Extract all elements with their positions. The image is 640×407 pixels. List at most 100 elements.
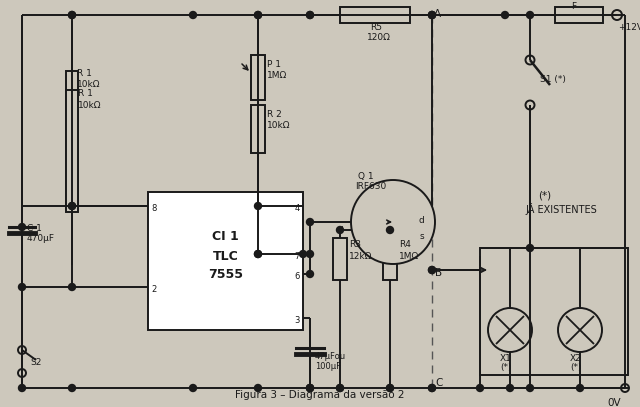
Text: C: C: [435, 378, 442, 388]
Circle shape: [189, 385, 196, 392]
Circle shape: [429, 267, 435, 274]
Circle shape: [387, 227, 394, 234]
Circle shape: [429, 11, 435, 18]
Text: 2: 2: [151, 285, 156, 294]
Text: X2: X2: [570, 354, 582, 363]
Circle shape: [307, 219, 314, 225]
Bar: [66, 90, 78, 212]
Circle shape: [68, 203, 76, 210]
Circle shape: [307, 385, 314, 392]
Circle shape: [351, 180, 435, 264]
Circle shape: [68, 203, 76, 210]
Text: (*): (*): [500, 363, 512, 372]
Circle shape: [527, 385, 534, 392]
Text: 12kΩ: 12kΩ: [349, 252, 372, 261]
Text: S1 (*): S1 (*): [540, 75, 566, 84]
Text: 3: 3: [294, 316, 300, 325]
Text: 47μFou: 47μFou: [315, 352, 346, 361]
Text: IRF630: IRF630: [355, 182, 387, 191]
Circle shape: [577, 385, 584, 392]
Bar: [251, 105, 265, 153]
Bar: [333, 238, 347, 280]
Circle shape: [429, 385, 435, 392]
Circle shape: [337, 385, 344, 392]
Circle shape: [307, 250, 314, 258]
Bar: [148, 192, 303, 330]
Circle shape: [307, 11, 314, 18]
Text: 100μF: 100μF: [315, 362, 341, 371]
Circle shape: [68, 284, 76, 291]
Text: 7555: 7555: [208, 267, 243, 280]
Text: A: A: [434, 9, 441, 19]
Circle shape: [506, 385, 513, 392]
Circle shape: [19, 284, 26, 291]
Circle shape: [429, 11, 435, 18]
Text: R5: R5: [370, 23, 382, 32]
Text: B: B: [435, 268, 442, 278]
Circle shape: [255, 11, 262, 18]
Circle shape: [307, 11, 314, 18]
Text: R 1: R 1: [77, 69, 92, 78]
Circle shape: [255, 203, 262, 210]
Circle shape: [19, 223, 26, 230]
Circle shape: [68, 11, 76, 18]
Circle shape: [68, 11, 76, 18]
Text: 7: 7: [294, 252, 300, 261]
Circle shape: [429, 267, 435, 274]
Circle shape: [307, 385, 314, 392]
Circle shape: [429, 385, 435, 392]
Circle shape: [255, 11, 262, 18]
Text: 470μF: 470μF: [27, 234, 55, 243]
Text: TLC: TLC: [212, 250, 238, 263]
Text: R4: R4: [399, 240, 411, 249]
Circle shape: [527, 11, 534, 18]
Circle shape: [255, 385, 262, 392]
Text: JÁ EXISTENTES: JÁ EXISTENTES: [525, 203, 596, 215]
Text: 10kΩ: 10kΩ: [78, 101, 102, 110]
Text: d: d: [419, 216, 424, 225]
Circle shape: [337, 385, 344, 392]
Text: (*): (*): [570, 363, 582, 372]
Circle shape: [558, 308, 602, 352]
Bar: [383, 238, 397, 280]
Circle shape: [527, 245, 534, 252]
Text: X1: X1: [500, 354, 512, 363]
Circle shape: [68, 385, 76, 392]
Text: CI 1: CI 1: [212, 230, 239, 243]
Text: 10kΩ: 10kΩ: [267, 121, 291, 130]
Bar: [66, 71, 78, 209]
Text: 6: 6: [294, 272, 300, 281]
Circle shape: [429, 11, 435, 18]
Circle shape: [255, 250, 262, 258]
Text: 8: 8: [151, 204, 156, 213]
Text: 0V: 0V: [607, 398, 621, 407]
Text: 1MΩ: 1MΩ: [399, 252, 419, 261]
Text: (*): (*): [538, 190, 551, 200]
Text: C 1: C 1: [27, 224, 42, 233]
Text: R 1: R 1: [78, 89, 93, 98]
Text: 120Ω: 120Ω: [367, 33, 391, 42]
Text: 4: 4: [295, 204, 300, 213]
Circle shape: [387, 385, 394, 392]
Bar: [251, 55, 265, 100]
Text: +12V: +12V: [618, 23, 640, 32]
Circle shape: [477, 385, 483, 392]
Text: S2: S2: [30, 358, 42, 367]
Circle shape: [337, 227, 344, 234]
Circle shape: [19, 385, 26, 392]
Text: g: g: [337, 224, 343, 233]
Circle shape: [189, 11, 196, 18]
Circle shape: [300, 250, 307, 258]
Text: s: s: [419, 232, 424, 241]
Circle shape: [488, 308, 532, 352]
Circle shape: [255, 250, 262, 258]
Text: 10kΩ: 10kΩ: [77, 80, 100, 89]
Bar: [480, 248, 628, 375]
Circle shape: [387, 385, 394, 392]
Text: R3: R3: [349, 240, 361, 249]
Text: P 1: P 1: [267, 60, 281, 69]
Bar: [340, 7, 410, 23]
Text: 1MΩ: 1MΩ: [267, 71, 287, 80]
Circle shape: [307, 271, 314, 278]
Text: R 2: R 2: [267, 110, 282, 119]
